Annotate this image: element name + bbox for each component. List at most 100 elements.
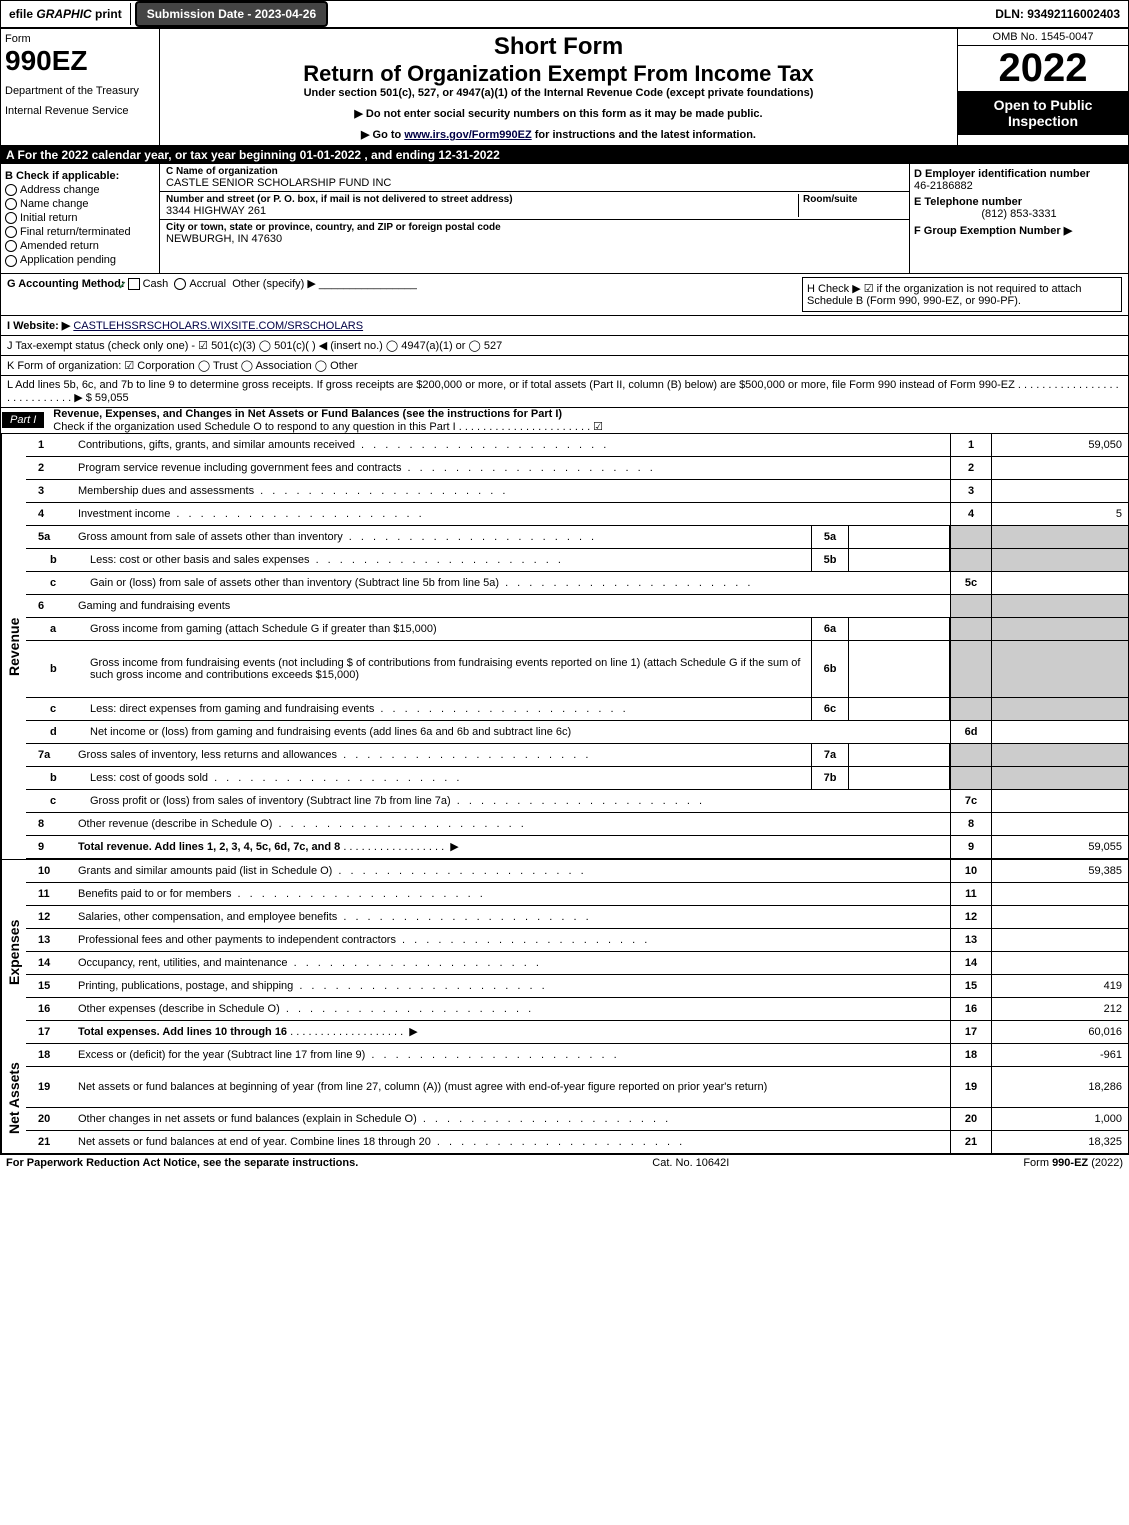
form-number: 990EZ (5, 45, 155, 77)
omb-label: OMB No. 1545-0047 (958, 29, 1128, 46)
dln-label: DLN: 93492116002403 (987, 3, 1128, 25)
netassets-section: Net Assets 18 Excess or (deficit) for th… (0, 1044, 1129, 1154)
footer-right: Form 990-EZ (2022) (1023, 1157, 1123, 1169)
section-l: L Add lines 5b, 6c, and 7b to line 9 to … (0, 376, 1129, 408)
ssn-note: ▶ Do not enter social security numbers o… (164, 107, 953, 120)
section-d: D Employer identification number 46-2186… (909, 164, 1128, 273)
ein-value: 46-2186882 (914, 180, 1124, 192)
org-name-label: C Name of organization (166, 166, 903, 177)
revenue-section: Revenue 1 Contributions, gifts, grants, … (0, 434, 1129, 859)
city-label: City or town, state or province, country… (166, 222, 903, 233)
netassets-side-label: Net Assets (1, 1044, 26, 1153)
line-1: 1 Contributions, gifts, grants, and simi… (26, 434, 1128, 457)
city-row: City or town, state or province, country… (160, 220, 909, 247)
department-label: Department of the Treasury (5, 85, 155, 97)
section-g-h: G Accounting Method: Cash Accrual Other … (0, 274, 1129, 316)
expenses-section: Expenses 10 Grants and similar amounts p… (0, 859, 1129, 1044)
header-center: Short Form Return of Organization Exempt… (160, 29, 957, 145)
efile-graphic: GRAPHIC (36, 7, 91, 21)
section-c: C Name of organization CASTLE SENIOR SCH… (160, 164, 909, 273)
line-6b: b Gross income from fundraising events (… (26, 641, 1128, 698)
check-accrual[interactable] (174, 278, 186, 290)
line-19: 19 Net assets or fund balances at beginn… (26, 1067, 1128, 1108)
line-6d: d Net income or (loss) from gaming and f… (26, 721, 1128, 744)
check-initial-return[interactable]: Initial return (5, 212, 155, 224)
street-label: Number and street (or P. O. box, if mail… (166, 194, 798, 205)
check-final-return[interactable]: Final return/terminated (5, 226, 155, 238)
form-label: Form (5, 33, 155, 45)
phone-label: E Telephone number (914, 196, 1124, 208)
street-value: 3344 HIGHWAY 261 (166, 205, 798, 217)
section-b: B Check if applicable: Address change Na… (1, 164, 160, 273)
part-i-header-row: Part I Revenue, Expenses, and Changes in… (0, 408, 1129, 434)
irs-link[interactable]: www.irs.gov/Form990EZ (404, 129, 531, 141)
line-6a: a Gross income from gaming (attach Sched… (26, 618, 1128, 641)
line-7a: 7a Gross sales of inventory, less return… (26, 744, 1128, 767)
line-20: 20 Other changes in net assets or fund b… (26, 1108, 1128, 1131)
expenses-side-label: Expenses (1, 860, 26, 1044)
line-4: 4 Investment income 4 5 (26, 503, 1128, 526)
header-left: Form 990EZ Department of the Treasury In… (1, 29, 160, 145)
line-7c: c Gross profit or (loss) from sales of i… (26, 790, 1128, 813)
line-5c: c Gain or (loss) from sale of assets oth… (26, 572, 1128, 595)
room-label: Room/suite (803, 194, 903, 205)
part-i-label: Part I (1, 411, 45, 429)
section-b-title: B Check if applicable: (5, 170, 155, 182)
line-8: 8 Other revenue (describe in Schedule O)… (26, 813, 1128, 836)
line-6: 6 Gaming and fundraising events (26, 595, 1128, 618)
footer-left: For Paperwork Reduction Act Notice, see … (6, 1157, 358, 1169)
line-3: 3 Membership dues and assessments 3 (26, 480, 1128, 503)
tax-year: 2022 (958, 46, 1128, 91)
submission-date-badge: Submission Date - 2023-04-26 (135, 1, 328, 27)
netassets-table: 18 Excess or (deficit) for the year (Sub… (26, 1044, 1128, 1153)
part-i-title: Revenue, Expenses, and Changes in Net As… (53, 408, 562, 420)
goto-note: ▶ Go to www.irs.gov/Form990EZ for instru… (164, 128, 953, 141)
org-name-row: C Name of organization CASTLE SENIOR SCH… (160, 164, 909, 192)
section-j: J Tax-exempt status (check only one) - ☑… (0, 336, 1129, 356)
line-14: 14 Occupancy, rent, utilities, and maint… (26, 952, 1128, 975)
line-5a: 5a Gross amount from sale of assets othe… (26, 526, 1128, 549)
revenue-side-label: Revenue (1, 434, 26, 859)
return-title: Return of Organization Exempt From Incom… (164, 61, 953, 87)
under-section: Under section 501(c), 527, or 4947(a)(1)… (164, 87, 953, 99)
line-12: 12 Salaries, other compensation, and emp… (26, 906, 1128, 929)
line-9: 9 Total revenue. Add lines 1, 2, 3, 4, 5… (26, 836, 1128, 859)
top-bar: efile GRAPHIC print Submission Date - 20… (0, 0, 1129, 28)
check-amended-return[interactable]: Amended return (5, 240, 155, 252)
section-i: I Website: ▶ CASTLEHSSRSCHOLARS.WIXSITE.… (0, 316, 1129, 336)
form-header: Form 990EZ Department of the Treasury In… (0, 28, 1129, 146)
revenue-table: 1 Contributions, gifts, grants, and simi… (26, 434, 1128, 859)
city-value: NEWBURGH, IN 47630 (166, 233, 903, 245)
section-h: H Check ▶ ☑ if the organization is not r… (802, 277, 1122, 312)
line-5b: b Less: cost or other basis and sales ex… (26, 549, 1128, 572)
check-cash[interactable] (128, 278, 140, 290)
org-name: CASTLE SENIOR SCHOLARSHIP FUND INC (166, 177, 903, 189)
check-name-change[interactable]: Name change (5, 198, 155, 210)
page-footer: For Paperwork Reduction Act Notice, see … (0, 1154, 1129, 1171)
line-10: 10 Grants and similar amounts paid (list… (26, 860, 1128, 883)
line-15: 15 Printing, publications, postage, and … (26, 975, 1128, 998)
efile-prefix: efile (9, 7, 33, 21)
section-k: K Form of organization: ☑ Corporation ◯ … (0, 356, 1129, 376)
section-g: G Accounting Method: Cash Accrual Other … (7, 277, 417, 290)
efile-button[interactable]: efile GRAPHIC print (1, 3, 131, 25)
footer-center: Cat. No. 10642I (652, 1157, 729, 1169)
line-17: 17 Total expenses. Add lines 10 through … (26, 1021, 1128, 1044)
expenses-table: 10 Grants and similar amounts paid (list… (26, 860, 1128, 1044)
irs-label: Internal Revenue Service (5, 105, 155, 117)
check-application-pending[interactable]: Application pending (5, 254, 155, 266)
org-info-row: B Check if applicable: Address change Na… (0, 164, 1129, 274)
phone-value: (812) 853-3331 (914, 208, 1124, 220)
header-right: OMB No. 1545-0047 2022 Open to Public In… (957, 29, 1128, 145)
part-i-check-note: Check if the organization used Schedule … (53, 421, 603, 433)
efile-print: print (95, 7, 122, 21)
group-exemption-label: F Group Exemption Number ▶ (914, 224, 1124, 237)
line-7b: b Less: cost of goods sold 7b (26, 767, 1128, 790)
line-6c: c Less: direct expenses from gaming and … (26, 698, 1128, 721)
top-bar-left: efile GRAPHIC print Submission Date - 20… (1, 1, 328, 27)
check-address-change[interactable]: Address change (5, 184, 155, 196)
section-a: A For the 2022 calendar year, or tax yea… (0, 146, 1129, 164)
short-form-title: Short Form (164, 33, 953, 61)
website-link[interactable]: CASTLEHSSRSCHOLARS.WIXSITE.COM/SRSCHOLAR… (73, 320, 363, 332)
ein-label: D Employer identification number (914, 168, 1124, 180)
